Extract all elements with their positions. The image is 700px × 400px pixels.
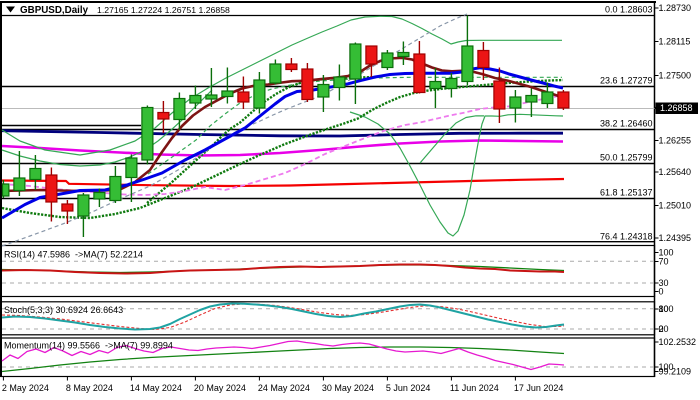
svg-text:1.27165 1.27224 1.26751 1.2685: 1.27165 1.27224 1.26751 1.26858: [97, 5, 230, 15]
svg-text:8 May 2024: 8 May 2024: [66, 383, 113, 393]
svg-text:30: 30: [659, 278, 669, 288]
svg-text:23.6 1.27279: 23.6 1.27279: [600, 76, 653, 86]
svg-text:Stoch(5,3,3) 30.6924 26.6643: Stoch(5,3,3) 30.6924 26.6643: [4, 305, 123, 315]
svg-text:2 May 2024: 2 May 2024: [2, 383, 49, 393]
svg-text:1.25640: 1.25640: [659, 167, 692, 177]
svg-text:1.28730: 1.28730: [659, 3, 692, 13]
svg-text:61.8 1.25137: 61.8 1.25137: [600, 188, 653, 198]
svg-text:1.26255: 1.26255: [659, 136, 692, 146]
svg-text:0.0 1.28603: 0.0 1.28603: [605, 5, 653, 15]
svg-text:14 May 2024: 14 May 2024: [130, 383, 182, 393]
svg-text:1.27500: 1.27500: [659, 71, 692, 81]
svg-text:5 Jun 2024: 5 Jun 2024: [386, 383, 431, 393]
svg-text:1.28115: 1.28115: [659, 37, 691, 47]
svg-text:0: 0: [659, 324, 664, 334]
svg-text:1.26858: 1.26858: [660, 103, 693, 113]
svg-text:24 May 2024: 24 May 2024: [258, 383, 310, 393]
svg-text:17 Jun 2024: 17 Jun 2024: [514, 383, 564, 393]
svg-text:1.24395: 1.24395: [659, 233, 692, 243]
svg-text:99.2109: 99.2109: [659, 367, 692, 377]
svg-text:Momentum(14) 99.5566 ->MA(7): Momentum(14) 99.5566 ->MA(7) 99.8994: [4, 341, 173, 351]
svg-text:20: 20: [659, 324, 669, 334]
svg-text:100: 100: [659, 362, 674, 372]
svg-text:11 Jun 2024: 11 Jun 2024: [450, 383, 499, 393]
svg-text:100: 100: [659, 304, 674, 314]
svg-text:50.0 1.25799: 50.0 1.25799: [600, 153, 653, 163]
svg-text:102.2532: 102.2532: [659, 337, 697, 347]
svg-text:76.4 1.24318: 76.4 1.24318: [600, 232, 653, 242]
svg-text:100: 100: [659, 248, 674, 258]
svg-text:38.2 1.26460: 38.2 1.26460: [600, 119, 653, 129]
svg-text:70: 70: [659, 257, 669, 267]
svg-text:RSI(14) 47.5986 ->MA(7) 52.22: RSI(14) 47.5986 ->MA(7) 52.2214: [4, 250, 143, 260]
svg-text:80: 80: [659, 304, 669, 314]
svg-text:0: 0: [659, 287, 664, 297]
svg-text:GBPUSD,Daily: GBPUSD,Daily: [20, 5, 89, 16]
svg-text:20 May 2024: 20 May 2024: [194, 383, 246, 393]
svg-text:1.25010: 1.25010: [659, 201, 692, 211]
svg-text:30 May 2024: 30 May 2024: [322, 383, 374, 393]
